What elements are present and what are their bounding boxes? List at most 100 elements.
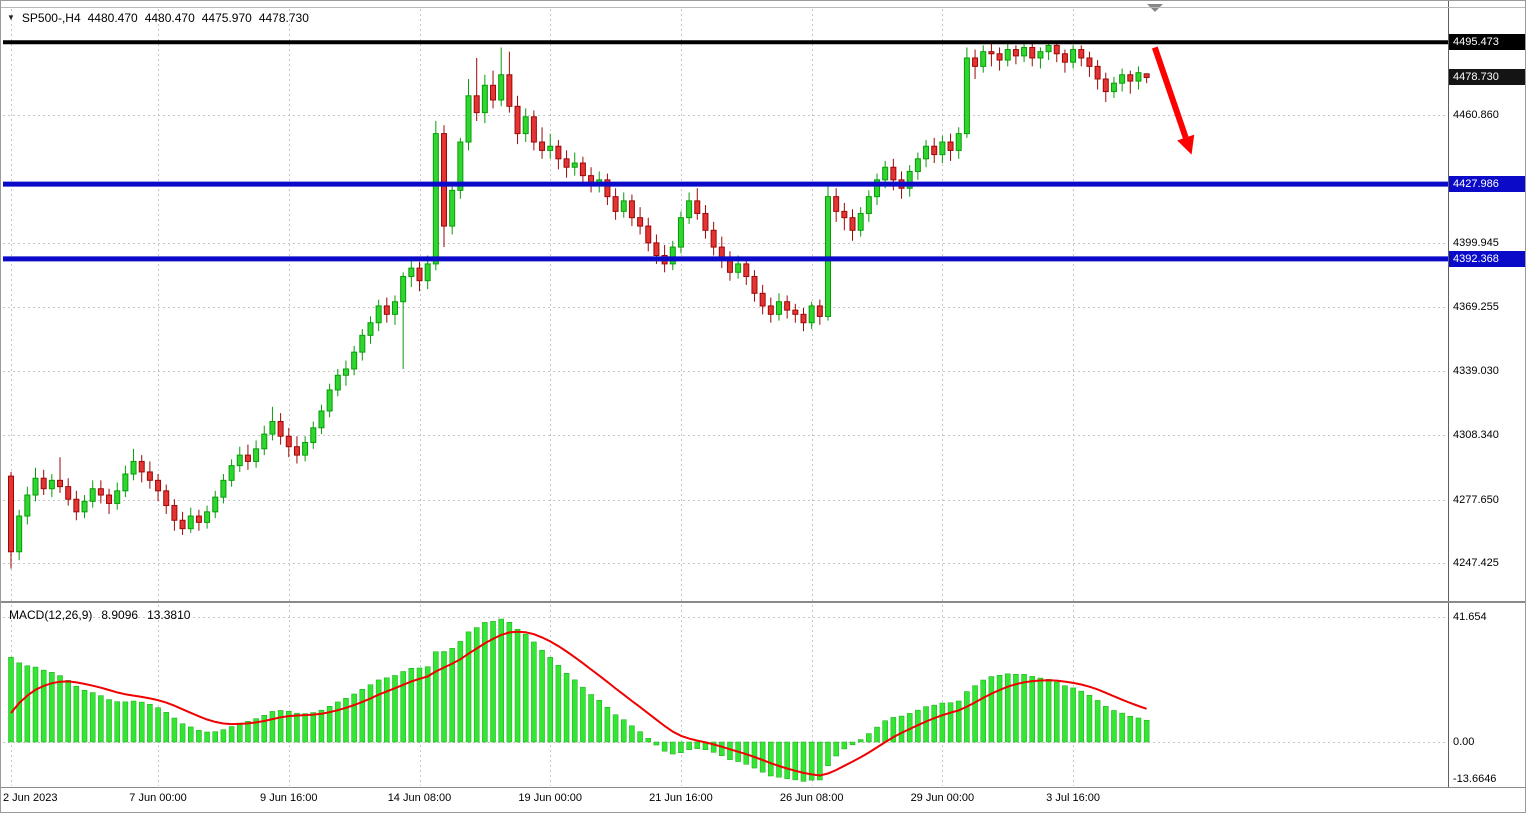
macd-histogram-bar — [8, 656, 14, 743]
macd-histogram-bar — [147, 704, 153, 743]
macd-histogram-bar — [482, 622, 488, 743]
price-tick-label: 4247.425 — [1453, 557, 1499, 570]
macd-histogram-bar — [220, 729, 227, 743]
macd-histogram-bar — [441, 651, 447, 743]
bearish-candle — [694, 200, 701, 214]
bullish-candle — [375, 305, 382, 324]
macd-histogram-bar — [547, 657, 553, 743]
price-badge: 4392.368 — [1449, 250, 1525, 267]
macd-histogram-bar — [498, 618, 504, 743]
bullish-candle — [457, 141, 464, 191]
macd-histogram-bar — [122, 701, 129, 743]
bearish-candle — [759, 292, 766, 307]
macd-histogram-bar — [1135, 717, 1142, 743]
macd-histogram-bar — [351, 693, 357, 743]
macd-histogram-bar — [253, 718, 259, 743]
macd-histogram-bar — [65, 680, 71, 743]
bearish-candle — [751, 276, 758, 294]
chart-shift-marker-icon[interactable] — [1147, 4, 1163, 12]
bearish-candle — [277, 420, 284, 437]
bearish-candle — [138, 460, 145, 473]
bearish-candle — [637, 217, 644, 227]
bullish-candle — [32, 477, 39, 496]
ohlc-low-value: 4475.970 — [201, 11, 252, 25]
bearish-candle — [179, 519, 186, 530]
macd-histogram-bar — [89, 692, 96, 743]
time-tick-label: 21 Jun 16:00 — [649, 792, 713, 804]
macd-histogram-bar — [571, 679, 578, 743]
macd-histogram-bar — [433, 651, 439, 743]
bullish-candle — [522, 116, 529, 135]
bullish-candle — [882, 166, 889, 181]
macd-panel-area[interactable] — [2, 605, 1448, 786]
macd-histogram-bar — [318, 709, 325, 743]
time-tick-label: 14 Jun 08:00 — [387, 792, 452, 804]
bearish-candle — [792, 309, 799, 315]
bullish-candle — [391, 301, 398, 315]
macd-histogram-bar — [759, 741, 766, 773]
macd-histogram-bar — [130, 700, 137, 743]
bearish-candle — [1102, 78, 1109, 93]
bullish-candle — [735, 263, 742, 273]
macd-histogram-bar — [947, 702, 954, 743]
time-scale[interactable]: 2 Jun 2023 7 Jun 00:00 9 Jun 16:00 14 Jun 0… — [1, 788, 1525, 812]
macd-histogram-bar — [580, 686, 586, 743]
bullish-candle — [24, 494, 31, 517]
macd-histogram-bar — [228, 726, 235, 743]
macd-histogram-bar — [939, 702, 946, 743]
macd-histogram-bar — [1054, 681, 1060, 743]
bearish-candle — [579, 162, 586, 177]
macd-histogram-bar — [1062, 685, 1068, 743]
macd-histogram-bar — [302, 713, 308, 743]
macd-histogram-bar — [1103, 706, 1109, 743]
bearish-candle — [106, 494, 113, 504]
price-tick-label: 4369.255 — [1453, 301, 1499, 314]
bullish-candle — [253, 448, 260, 462]
macd-histogram-bar — [424, 666, 431, 743]
price-scale[interactable]: 4460.860 4399.945 4369.255 4339.030 4308.340… — [1448, 1, 1525, 788]
macd-histogram-bar — [163, 712, 169, 743]
macd-histogram-bar — [980, 679, 986, 743]
trend-arrow-shaft[interactable] — [1151, 46, 1189, 139]
macd-histogram-bar — [457, 641, 464, 743]
ohlc-close-value: 4478.730 — [258, 11, 309, 25]
bullish-candle — [775, 301, 782, 315]
bullish-candle — [1135, 72, 1142, 82]
macd-histogram-bar — [955, 700, 962, 743]
macd-histogram-bar — [645, 738, 652, 743]
macd-histogram-bar — [1143, 719, 1150, 743]
macd-histogram-bar — [1127, 715, 1134, 743]
macd-histogram-bar — [1078, 690, 1085, 743]
bullish-candle — [677, 217, 684, 248]
macd-histogram-bar — [882, 720, 888, 743]
bullish-candle — [236, 454, 243, 467]
macd-histogram-bar — [670, 741, 676, 755]
macd-histogram-bar — [808, 741, 815, 781]
macd-histogram-bar — [179, 723, 186, 743]
bearish-candle — [841, 210, 848, 219]
macd-histogram-bar — [694, 741, 701, 749]
bearish-candle — [726, 259, 733, 273]
trend-arrow-head[interactable] — [1177, 134, 1195, 155]
macd-histogram-bar — [261, 714, 268, 743]
bullish-candle — [48, 479, 55, 490]
macd-histogram-bar — [81, 689, 88, 743]
bullish-candle — [481, 84, 488, 114]
bullish-candle — [865, 196, 872, 214]
macd-histogram-bar — [449, 648, 455, 743]
macd-histogram-bar — [473, 627, 480, 743]
bullish-candle — [261, 433, 268, 450]
price-tick-label: 4308.340 — [1453, 429, 1499, 442]
macd-histogram-bar — [187, 726, 194, 743]
bearish-candle — [530, 116, 537, 143]
bearish-candle — [97, 488, 104, 496]
macd-histogram-bar — [988, 676, 995, 743]
chart-plot-area[interactable] — [2, 9, 1448, 601]
bullish-candle — [857, 212, 864, 231]
macd-histogram-bar — [661, 741, 668, 752]
macd-histogram-bar — [588, 694, 594, 743]
symbol-dropdown-icon[interactable]: ▼ — [7, 13, 15, 22]
macd-histogram-bar — [204, 731, 210, 743]
macd-histogram-bar — [245, 721, 251, 743]
